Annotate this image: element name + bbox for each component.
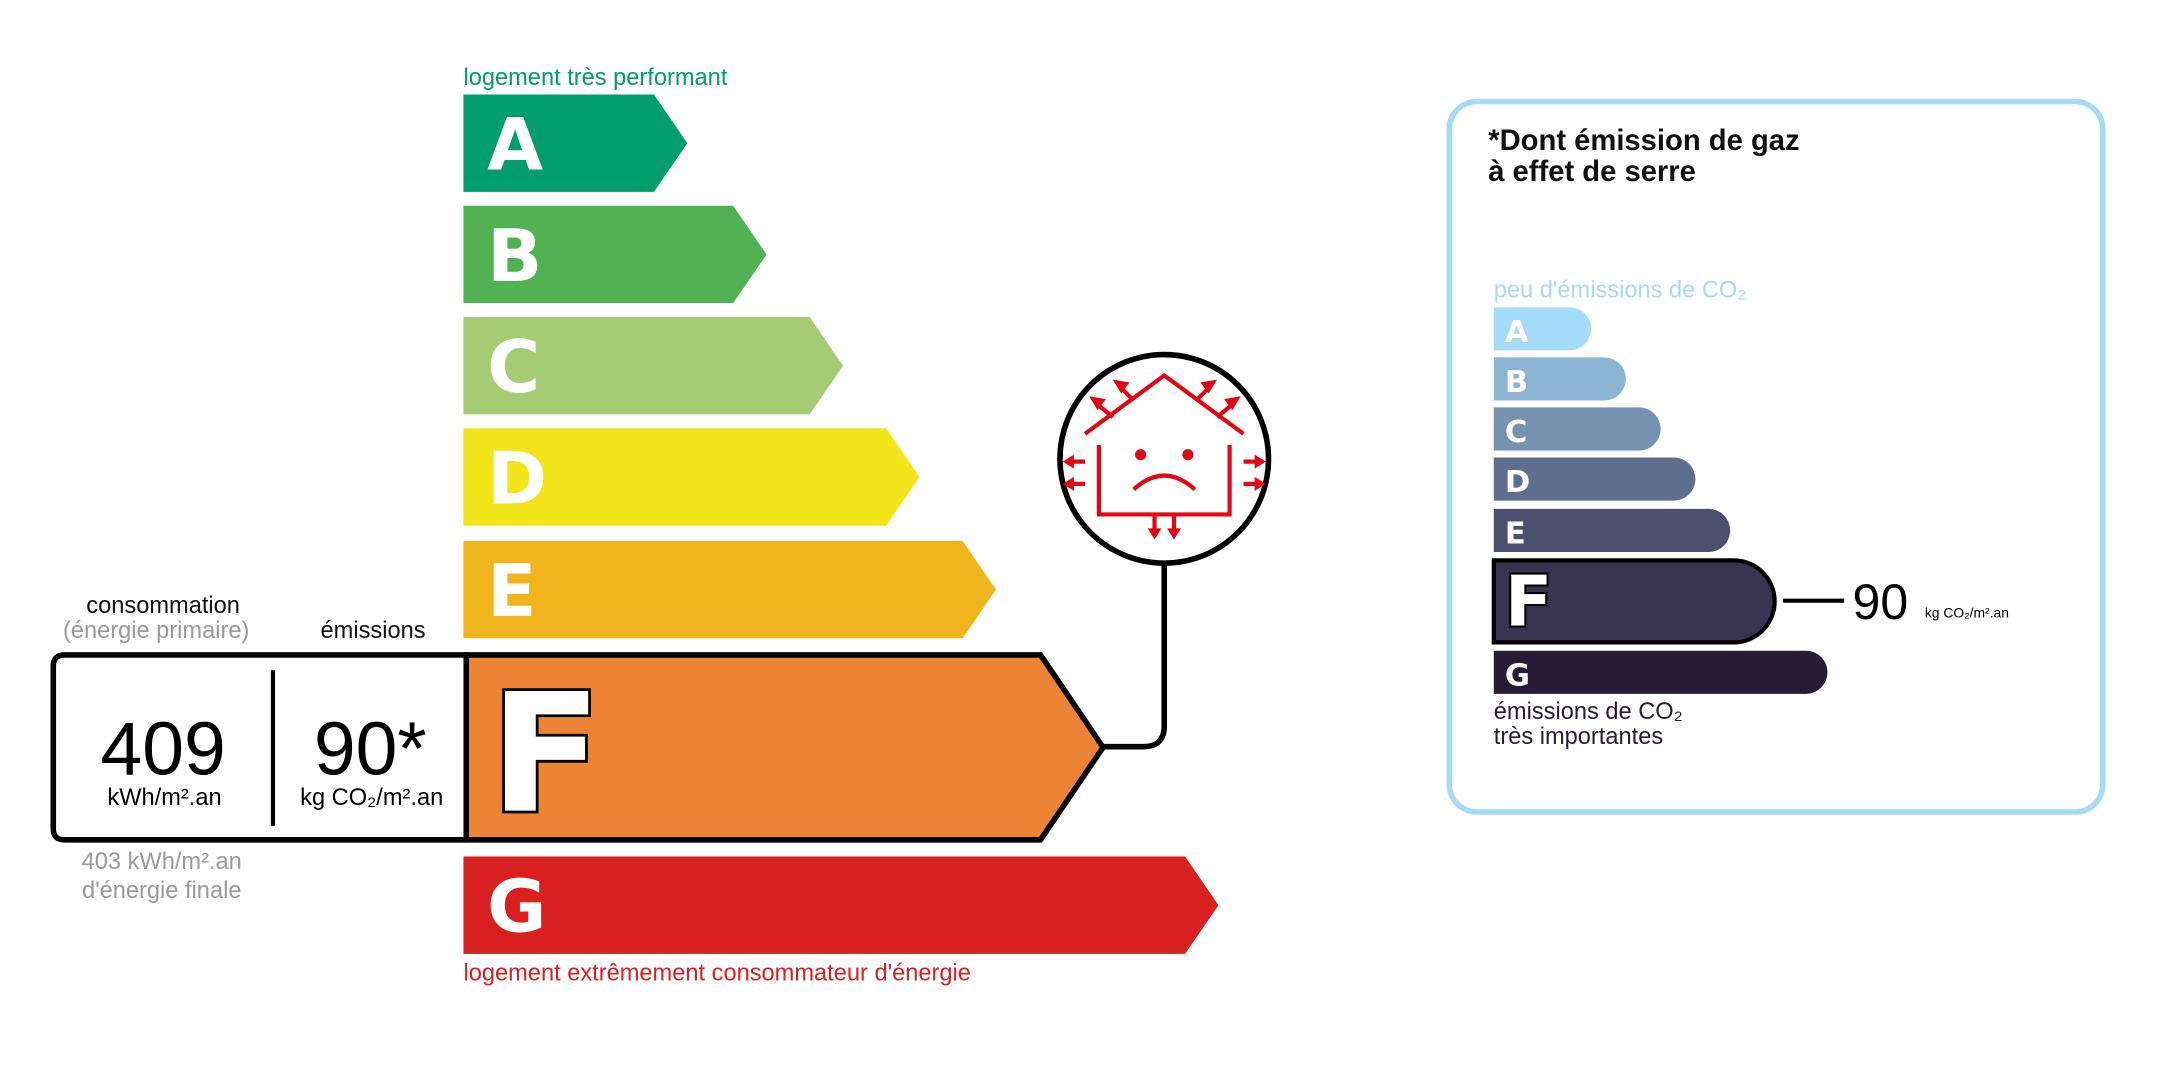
ges-class-g: G [1493,650,1828,694]
ges-letter: C [1505,415,1527,450]
ges-letter: A [1505,315,1529,350]
ges-title-line1: *Dont émission de gaz [1488,125,1799,157]
energy-arrow [463,94,688,192]
energy-class-c: C [463,317,844,415]
ges-title-line2: à effet de serre [1488,156,1696,188]
consumption-unit: kWh/m².an [107,785,221,811]
ges-letter-current: F [1505,562,1553,643]
energy-class-a: A [463,94,688,192]
ges-class-b: B [1493,357,1626,401]
value-box [50,652,470,843]
energy-arrow [463,317,844,415]
energy-arrow [463,856,1219,954]
energy-class-d: D [463,428,920,526]
ges-top-label: peu d'émissions de CO₂ [1494,278,1747,304]
ges-class-f: F [1491,558,1777,645]
energy-letter: D [487,437,547,521]
ges-bar [1493,307,1592,351]
ges-bar [1493,650,1828,694]
ges-bar [1493,407,1661,451]
ges-bar [1493,357,1626,401]
ges-class-e: E [1493,508,1731,553]
emissions-unit: kg CO₂/m².an [300,785,443,811]
ges-class-d: D [1493,457,1696,501]
final-energy-label: d'énergie finale [82,878,242,904]
final-energy-value: 403 kWh/m².an [82,849,242,875]
energy-bottom-label: logement extrêmement consommateur d'éner… [463,960,970,986]
energy-class-e: E [463,540,997,639]
emissions-label: émissions [321,618,426,644]
ges-letter: D [1505,465,1530,500]
ges-bar [1493,457,1696,501]
energy-letter: G [487,866,546,950]
energy-letter: E [487,550,536,634]
consumption-label: consommation [86,593,240,619]
ges-letter: G [1505,658,1530,693]
ges-class-c: C [1493,407,1661,451]
ges-bottom-label-line1: émissions de CO₂ [1494,699,1683,725]
energy-arrow [463,205,767,304]
energy-letter: B [487,215,542,299]
energy-top-label: logement très performant [463,65,727,91]
ges-letter: E [1505,517,1526,552]
ges-unit: kg CO₂/m².an [1925,604,2009,620]
consumption-sublabel: (énergie primaire) [63,618,249,644]
ges-bar [1493,508,1731,553]
energy-letter: A [487,104,543,188]
emissions-value: 90* [314,706,427,790]
ges-bar-current [1491,558,1777,645]
house-heat-loss-sad-icon [1057,351,1272,566]
connector-line [1103,563,1168,750]
consumption-value: 409 [100,706,225,790]
energy-arrow [463,540,997,639]
energy-class-g: G [463,856,1219,954]
energy-arrow [463,428,920,526]
ges-bottom-label-line2: très importantes [1494,724,1663,750]
ges-class-a: A [1493,307,1592,351]
ges-value: 90 [1853,574,1909,630]
energy-letter: C [487,326,540,410]
energy-class-f: F [463,652,1107,852]
energy-class-b: B [463,205,767,304]
energy-letter-current: F [490,659,602,850]
ges-letter: B [1505,365,1528,400]
